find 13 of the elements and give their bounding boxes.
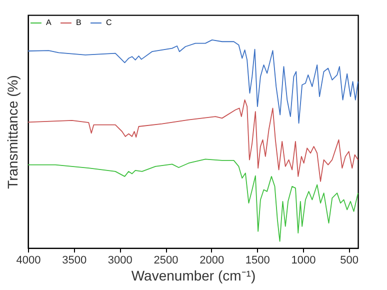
- legend-label: C: [106, 18, 112, 27]
- x-tick-label: 2500: [154, 254, 178, 266]
- x-tick-label: 3000: [108, 254, 132, 266]
- x-tick-label: 4000: [16, 254, 41, 266]
- legend-label: A: [46, 18, 52, 27]
- x-tick-label: 500: [340, 254, 359, 266]
- x-axis-title: Wavenumber (cm⁻¹): [131, 268, 256, 284]
- y-axis-title: Transmittance (%): [4, 75, 20, 189]
- legend-label: B: [76, 18, 82, 27]
- x-tick-label: 2000: [200, 254, 224, 266]
- x-tick-label: 1500: [245, 254, 270, 266]
- x-tick-label: 1000: [291, 254, 316, 266]
- x-tick-label: 3500: [62, 254, 87, 266]
